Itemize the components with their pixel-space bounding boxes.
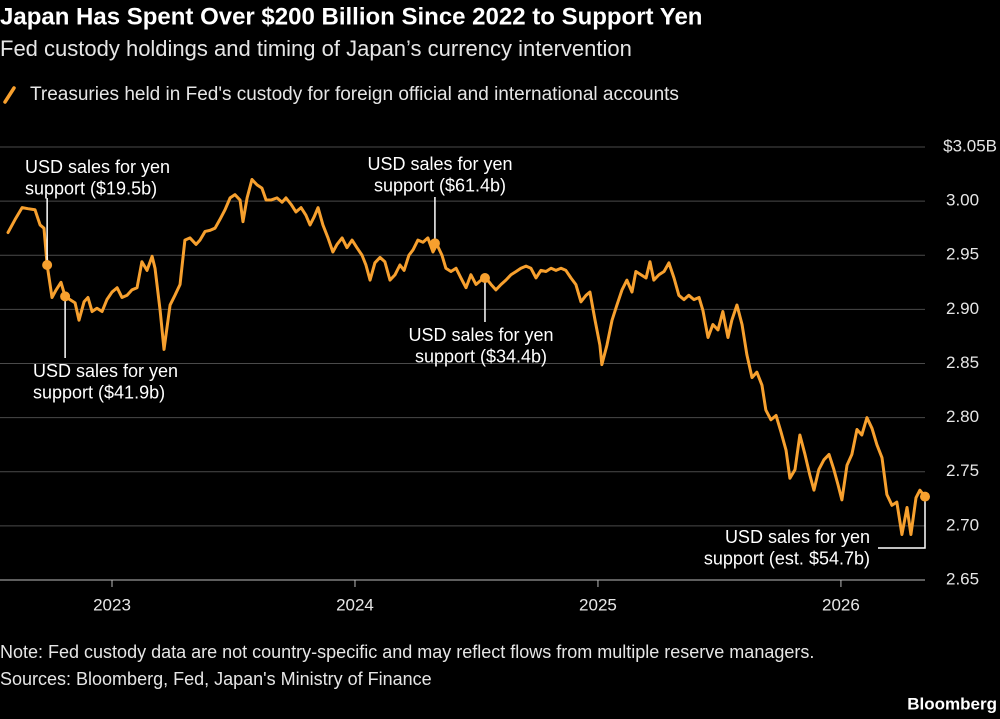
y-tick-label: 2.90 <box>946 299 979 318</box>
annotation-text: USD sales for yen <box>33 361 178 381</box>
annotation-text: support ($41.9b) <box>33 382 165 402</box>
y-tick-label: 2.85 <box>946 353 979 372</box>
annotation-dot <box>920 491 930 502</box>
annotation-text: support ($61.4b) <box>374 175 506 195</box>
annotation-text: support ($34.4b) <box>415 346 547 366</box>
annotation-dot <box>479 272 490 283</box>
y-tick-label: $3.05B <box>943 136 997 155</box>
annotation-dot <box>42 259 53 270</box>
annotation-text: USD sales for yen <box>25 157 170 177</box>
chart-subtitle: Fed custody holdings and timing of Japan… <box>0 36 632 61</box>
annotation-text: USD sales for yen <box>725 527 870 547</box>
annotation-text: USD sales for yen <box>367 154 512 174</box>
chart-title: Japan Has Spent Over $200 Billion Since … <box>0 3 702 30</box>
y-tick-label: 2.65 <box>946 569 979 588</box>
annotation-text: support ($19.5b) <box>25 178 157 198</box>
y-tick-label: 2.80 <box>946 407 979 426</box>
y-tick-label: 2.75 <box>946 461 979 480</box>
sources: Sources: Bloomberg, Fed, Japan's Ministr… <box>0 669 432 689</box>
y-tick-label: 2.95 <box>946 245 979 264</box>
legend-label: Treasuries held in Fed's custody for for… <box>30 84 679 105</box>
x-tick-label: 2026 <box>822 595 860 614</box>
annotation-dot <box>60 291 71 302</box>
credit: Bloomberg <box>907 694 997 713</box>
note: Note: Fed custody data are not country-s… <box>0 642 814 662</box>
annotation-leader <box>878 496 926 549</box>
legend-swatch <box>3 86 16 104</box>
x-tick-label: 2024 <box>336 595 374 614</box>
annotation-text: support (est. $54.7b) <box>704 548 870 568</box>
series-line <box>6 177 927 537</box>
x-tick-label: 2023 <box>93 595 131 614</box>
y-tick-label: 3.00 <box>946 191 979 210</box>
x-tick-label: 2025 <box>579 595 617 614</box>
annotation-dot <box>429 238 440 249</box>
y-tick-label: 2.70 <box>946 515 979 534</box>
annotation-text: USD sales for yen <box>408 325 553 345</box>
